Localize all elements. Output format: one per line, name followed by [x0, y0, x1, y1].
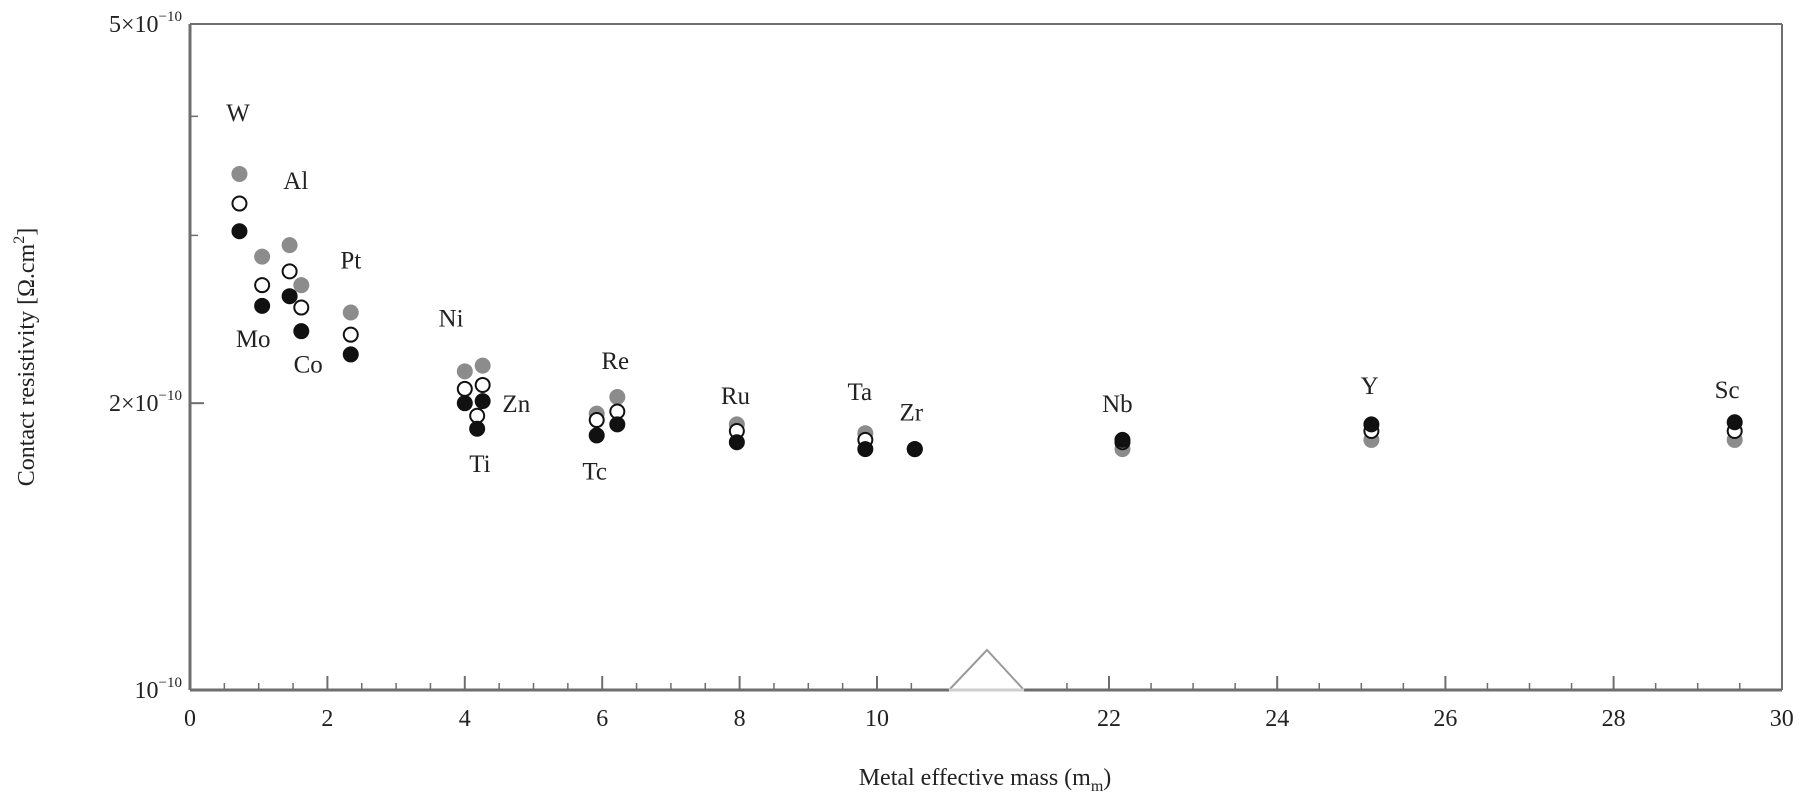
- metal-label: Al: [283, 168, 308, 195]
- plot-frame: [188, 23, 1783, 692]
- metal-label: Tc: [582, 458, 607, 485]
- metal-label: Zr: [900, 400, 924, 427]
- x-tick-label: 10: [865, 706, 889, 732]
- data-point-w: [231, 165, 248, 182]
- data-point-re: [609, 389, 626, 406]
- x-tick-label: 30: [1770, 706, 1794, 732]
- data-point-ni: [456, 395, 473, 412]
- data-point-zn: [474, 393, 491, 410]
- data-point-ni: [456, 363, 473, 380]
- data-point-mo: [254, 277, 271, 294]
- x-tick-label: 4: [459, 706, 471, 732]
- data-point-al: [281, 237, 298, 254]
- metal-label: Y: [1361, 373, 1379, 400]
- data-point-ti: [469, 407, 486, 424]
- metal-labels: W Al Pt Ni Mo Co Re Zn Ru Ta Zr Nb Y Sc Ti Tc: [226, 100, 1739, 485]
- x-tick-label: 0: [184, 706, 196, 732]
- x-tick-label: 6: [596, 706, 608, 732]
- metal-label: Mo: [236, 326, 271, 353]
- metal-label: Ti: [469, 451, 490, 478]
- data-point-zn: [474, 357, 491, 374]
- data-point-zr: [906, 441, 923, 458]
- data-point-ti: [469, 420, 486, 437]
- data-point-mo: [254, 297, 271, 314]
- x-tick-label: 22: [1097, 706, 1121, 732]
- data-point-co: [293, 299, 310, 316]
- data-point-w: [231, 223, 248, 240]
- data-point-re: [609, 416, 626, 433]
- data-point-tc: [588, 427, 605, 444]
- data-point-al: [281, 263, 298, 280]
- data-points: [231, 165, 1743, 458]
- data-point-mo: [254, 248, 271, 265]
- data-point-nb: [1114, 431, 1131, 448]
- data-point-ru: [728, 434, 745, 451]
- x-tick-label: 28: [1602, 706, 1626, 732]
- metal-label: Pt: [340, 248, 361, 275]
- x-tick-label: 24: [1265, 706, 1289, 732]
- metal-label: Co: [294, 352, 323, 379]
- metal-label: Zn: [502, 391, 530, 418]
- x-axis-title: Metal effective mass (mm): [859, 765, 1112, 795]
- metal-label: Ta: [848, 379, 873, 406]
- data-point-pt: [342, 346, 359, 363]
- data-point-tc: [588, 412, 605, 429]
- y-axis-title: Contact resistivity [Ω.cm2]: [11, 228, 40, 486]
- metal-label: Nb: [1102, 391, 1133, 418]
- metal-label: Re: [601, 348, 629, 375]
- metal-label: Ru: [721, 383, 751, 410]
- data-point-pt: [342, 304, 359, 321]
- data-point-ta: [857, 441, 874, 458]
- data-point-co: [293, 277, 310, 294]
- axis-break-mark: [948, 648, 1025, 691]
- y-tick-label: 10−10: [135, 675, 182, 704]
- metal-label: Ni: [439, 306, 464, 333]
- metal-label: Sc: [1715, 377, 1740, 404]
- x-tick-label: 2: [321, 706, 333, 732]
- y-tick-label: 5×10−10: [109, 9, 182, 38]
- data-point-co: [293, 323, 310, 340]
- data-point-al: [281, 288, 298, 305]
- data-point-w: [231, 195, 248, 212]
- data-point-ni: [456, 380, 473, 397]
- data-point-pt: [342, 326, 359, 343]
- y-tick-label: 2×10−10: [109, 388, 182, 417]
- data-point-zn: [474, 376, 491, 393]
- x-tick-label: 26: [1433, 706, 1457, 732]
- metal-label: W: [226, 100, 250, 127]
- data-point-sc: [1726, 414, 1743, 431]
- x-tick-label: 8: [734, 706, 746, 732]
- data-point-y: [1363, 416, 1380, 433]
